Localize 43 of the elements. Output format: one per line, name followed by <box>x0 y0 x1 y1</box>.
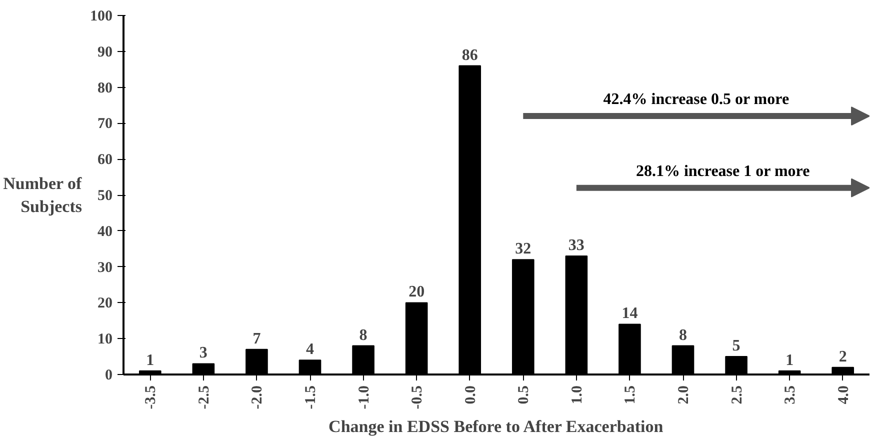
data-label: 4 <box>306 341 314 358</box>
y-tick-label: 30 <box>98 260 112 276</box>
y-tick-label: 40 <box>98 224 112 240</box>
annotation: 28.1% increase 1 or more <box>636 162 810 180</box>
data-label: 33 <box>568 237 584 254</box>
data-label: 1 <box>146 352 154 369</box>
y-tick-label: 90 <box>98 44 112 60</box>
x-tick-label: 0.5 <box>516 386 532 404</box>
data-label: 86 <box>462 46 478 64</box>
y-tick-label: 10 <box>98 332 112 348</box>
x-tick-label: 1.0 <box>569 386 586 404</box>
y-tick-label: 100 <box>90 8 112 24</box>
annotation: 42.4% increase 0.5 or more <box>603 91 790 108</box>
x-tick-label: 0.0 <box>462 386 479 404</box>
y-tick-label: 70 <box>98 116 112 132</box>
y-tick-label: 80 <box>98 80 112 96</box>
y-tick-label: 0 <box>105 368 112 384</box>
data-label: 20 <box>408 284 425 301</box>
data-label: 32 <box>515 240 532 258</box>
data-label: 3 <box>199 344 208 362</box>
data-label: 14 <box>622 305 638 322</box>
data-label: 8 <box>359 326 368 344</box>
x-tick-label: -0.5 <box>410 385 426 410</box>
x-axis-title: Change in EDSS Before to After Exacerbation <box>328 417 664 436</box>
y-axis-title: Number of Subjects <box>3 174 82 216</box>
data-label: 8 <box>679 326 687 344</box>
x-tick-label: 3.5 <box>782 386 799 404</box>
data-label: 2 <box>838 348 847 366</box>
data-label: 5 <box>732 338 740 355</box>
data-label: 1 <box>786 352 794 369</box>
x-tick-label: 4.0 <box>836 386 852 404</box>
y-tick-label: 60 <box>98 152 112 168</box>
x-tick-label: -3.5 <box>143 385 160 410</box>
x-tick-label: -2.0 <box>250 385 266 410</box>
x-tick-label: 1.5 <box>622 386 639 404</box>
y-tick-label: 20 <box>98 296 112 312</box>
x-tick-label: 2.0 <box>676 386 692 404</box>
y-tick-label: 50 <box>98 188 112 204</box>
x-tick-label: 2.5 <box>729 386 746 404</box>
x-tick-label: -1.5 <box>303 385 319 410</box>
data-label: 7 <box>252 330 261 348</box>
x-tick-label: -1.0 <box>356 385 372 410</box>
x-tick-label: -2.5 <box>196 385 212 410</box>
